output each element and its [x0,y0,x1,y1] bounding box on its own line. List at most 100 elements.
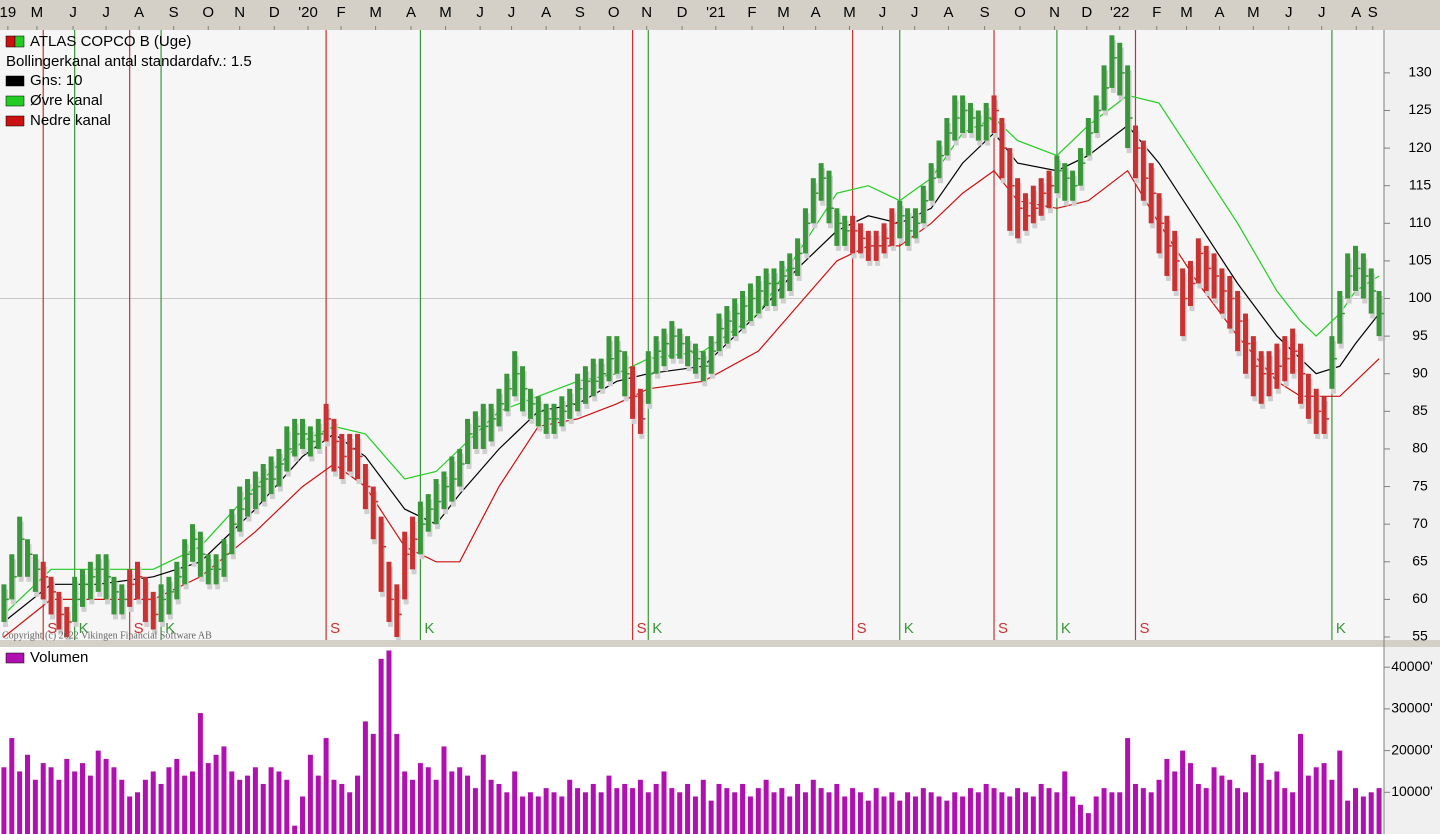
y-tick-label: 75 [1412,477,1428,493]
volume-bar [975,792,981,834]
volume-bar [111,767,117,834]
signal-label: S [134,620,144,637]
volume-bar [221,746,227,834]
x-tick-label: A [1351,4,1361,21]
price-bar [810,178,816,224]
price-bar [1235,290,1241,352]
x-tick-label: M [369,4,382,21]
x-tick-label: '20 [298,4,318,21]
price-bar [1337,290,1343,344]
price-bar [1329,336,1335,389]
price-bar [559,396,565,427]
volume-bar [1007,796,1013,834]
volume-bar [575,788,581,834]
volume-bar [496,783,502,834]
y-tick-label: 90 [1412,364,1428,380]
price-bar [425,494,431,532]
volume-bar [1250,754,1256,834]
x-tick-label: '21 [706,4,726,21]
price-bar [1282,336,1288,382]
volume-bar [1077,804,1083,834]
price-bar [1227,275,1233,329]
volume-bar [213,754,219,834]
y-tick-label: 125 [1408,101,1432,117]
price-bar [48,576,54,615]
price-bar [488,403,494,442]
price-bar [1266,351,1272,397]
y-tick-label: 110 [1409,214,1432,230]
price-bar [865,230,871,261]
price-bar [457,448,463,487]
y-tick-label: 115 [1409,176,1432,192]
volume-bar [190,771,196,834]
price-bar [339,433,345,480]
price-bar [25,539,31,577]
price-bar [1211,253,1217,299]
x-tick-label: M [31,4,44,21]
price-bar [724,306,730,344]
volume-bar [645,792,651,834]
volume-bar [135,792,141,834]
x-tick-label: S [1368,4,1378,21]
x-tick-label: O [608,4,620,21]
price-bar [1321,396,1327,434]
legend-label: Øvre kanal [30,92,103,109]
price-bar [983,102,989,141]
volume-bar [457,767,463,834]
price-bar [1313,388,1319,434]
x-tick-label: J [508,4,516,21]
volume-bar [535,796,541,834]
price-bar [747,283,753,322]
volume-bar [1329,779,1335,834]
volume-bar [1132,783,1138,834]
x-tick-label: M [1180,4,1193,21]
price-bar [661,328,667,367]
volume-bar [449,771,455,834]
volume-bar [936,796,942,834]
volume-bar [928,792,934,834]
signal-label: K [79,620,89,637]
price-bar [449,456,455,502]
signal-label: K [1061,620,1071,637]
price-bar [669,321,675,359]
x-tick-label: M [843,4,856,21]
price-bar [1046,170,1052,209]
volume-bar [95,750,101,834]
price-bar [802,208,808,254]
volume-bar [1172,771,1178,834]
volume-bar [1,767,7,834]
volume-bar [842,796,848,834]
y-tick-label: 55 [1412,628,1428,644]
volume-bar [245,775,251,834]
volume-bar [158,783,164,834]
price-bar [142,576,148,622]
signal-label: K [652,620,662,637]
price-bar [575,373,581,412]
x-tick-label: O [202,4,214,21]
price-bar [787,253,793,291]
volume-bar [1164,758,1170,834]
price-bar [1101,65,1107,111]
signal-label: K [424,620,434,637]
volume-bar [1156,779,1162,834]
x-tick-label: J [1318,4,1326,21]
price-bar [1274,343,1280,389]
price-bar [158,584,164,622]
price-bar [952,95,958,141]
price-bar [1187,260,1193,307]
volume-bar [967,788,973,834]
price-bar [268,456,274,495]
volume-bar [425,767,431,834]
volume-bar [1227,779,1233,834]
signal-label: S [637,620,647,637]
volume-bar [1368,792,1374,834]
volume-bar [48,767,54,834]
price-bar [284,426,290,472]
volume-bar [960,796,966,834]
price-bar [873,230,879,261]
volume-axis-strip [1384,647,1440,834]
price-bar [535,396,541,427]
price-bar [1195,238,1201,284]
x-tick-label: M [439,4,452,21]
price-bar [567,388,573,419]
